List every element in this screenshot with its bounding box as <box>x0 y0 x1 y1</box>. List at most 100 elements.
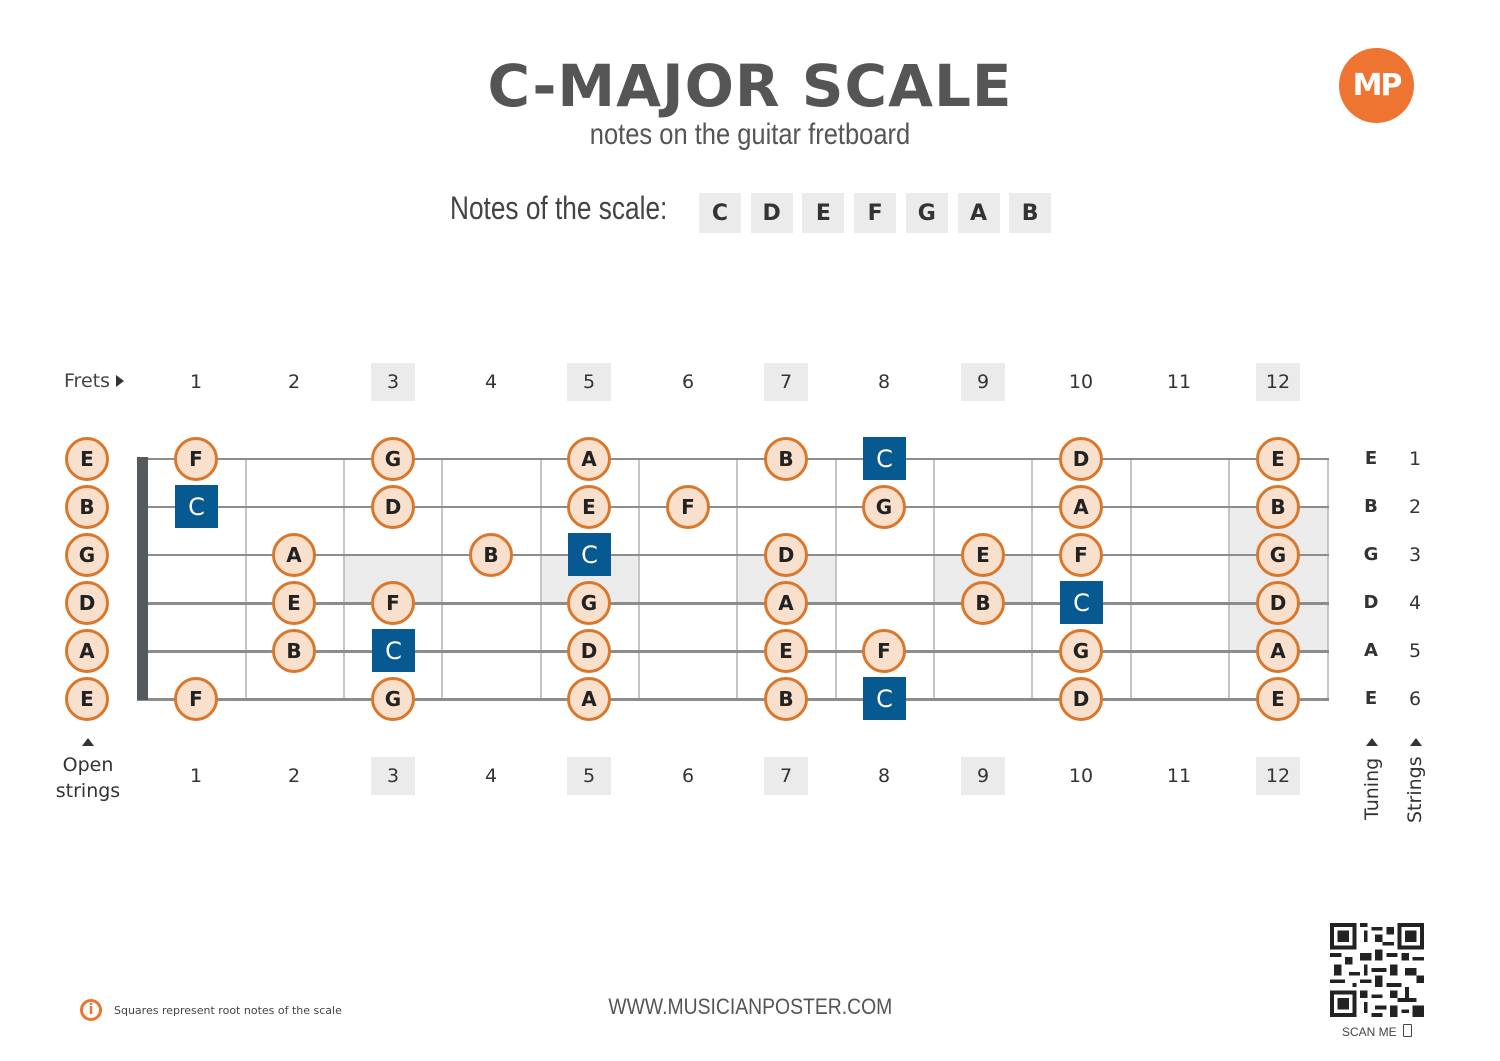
scale-note-circle[interactable]: E <box>567 485 611 529</box>
scale-note-chip: B <box>1009 193 1052 233</box>
scale-note-circle[interactable]: G <box>567 581 611 625</box>
scale-note-circle[interactable]: G <box>1059 629 1103 673</box>
scale-note-circle[interactable]: E <box>764 629 808 673</box>
string-number: 5 <box>1408 640 1422 662</box>
scale-note-circle[interactable]: E <box>1256 677 1300 721</box>
open-label-line2: strings <box>55 780 121 802</box>
scale-note-circle[interactable]: B <box>272 629 316 673</box>
scan-me-label: SCAN ME <box>1320 1024 1434 1039</box>
musicianposter-logo: MP <box>1339 48 1414 123</box>
fret-number-8: 8 <box>877 765 891 787</box>
root-note-square[interactable]: C <box>863 437 906 480</box>
tuning-note: E <box>1364 688 1378 709</box>
fret-number-10: 10 <box>1068 371 1094 393</box>
open-string-note[interactable]: B <box>65 485 109 529</box>
arrow-up-icon <box>1366 738 1378 746</box>
scale-note-circle[interactable]: F <box>174 437 218 481</box>
scale-note-chip: E <box>802 193 845 233</box>
scale-note-circle[interactable]: E <box>961 533 1005 577</box>
root-note-square[interactable]: C <box>1060 581 1103 624</box>
scale-note-circle[interactable]: G <box>371 437 415 481</box>
string-number: 2 <box>1408 496 1422 518</box>
website-link[interactable]: WWW.MUSICIANPOSTER.COM <box>0 994 1500 1020</box>
scale-note-circle[interactable]: A <box>764 581 808 625</box>
root-note-square[interactable]: C <box>372 629 415 672</box>
scale-note-circle[interactable]: G <box>862 485 906 529</box>
scale-note-chip: F <box>854 193 897 233</box>
string-line-2 <box>137 506 1329 508</box>
arrow-up-icon <box>82 738 94 746</box>
fret-number-11: 11 <box>1166 765 1192 787</box>
fret-wire-10 <box>1130 458 1132 700</box>
scale-note-circle[interactable]: E <box>272 581 316 625</box>
fret-wire-7 <box>835 458 837 700</box>
open-string-note[interactable]: E <box>65 437 109 481</box>
fret-number-11: 11 <box>1166 371 1192 393</box>
scale-note-circle[interactable]: B <box>764 677 808 721</box>
tuning-note: B <box>1364 496 1378 517</box>
scale-note-circle[interactable]: F <box>371 581 415 625</box>
fret-number-4: 4 <box>484 371 498 393</box>
fret-number-12: 12 <box>1256 363 1300 401</box>
fret-wire-11 <box>1228 458 1230 700</box>
info-icon: i <box>80 999 102 1021</box>
scale-note-circle[interactable]: D <box>764 533 808 577</box>
scale-note-circle[interactable]: A <box>567 677 611 721</box>
scale-note-circle[interactable]: F <box>666 485 710 529</box>
scale-note-circle[interactable]: A <box>272 533 316 577</box>
root-note-square[interactable]: C <box>863 677 906 720</box>
scale-note-chip: C <box>699 193 741 233</box>
scale-note-circle[interactable]: A <box>1059 485 1103 529</box>
scale-note-circle[interactable]: F <box>174 677 218 721</box>
website-text[interactable]: WWW.MUSICIANPOSTER.COM <box>608 994 892 1019</box>
fret-number-6: 6 <box>681 371 695 393</box>
tuning-note: D <box>1363 592 1379 613</box>
scale-note-circle[interactable]: B <box>469 533 513 577</box>
fret-number-8: 8 <box>877 371 891 393</box>
fret-wire-9 <box>1031 458 1033 700</box>
fret-number-2: 2 <box>287 765 301 787</box>
scale-note-circle[interactable]: F <box>1059 533 1103 577</box>
fret-number-1: 1 <box>189 765 203 787</box>
tuning-note: A <box>1364 640 1378 661</box>
fret-wire-5 <box>638 458 640 700</box>
scale-note-circle[interactable]: A <box>567 437 611 481</box>
string-line-3 <box>137 554 1329 556</box>
open-string-note[interactable]: A <box>65 629 109 673</box>
scale-note-circle[interactable]: D <box>567 629 611 673</box>
scale-note-circle[interactable]: D <box>371 485 415 529</box>
open-string-note[interactable]: G <box>65 533 109 577</box>
scale-note-circle[interactable]: D <box>1059 677 1103 721</box>
scale-note-circle[interactable]: B <box>961 581 1005 625</box>
qr-code[interactable] <box>1330 923 1424 1017</box>
fret-number-3: 3 <box>371 757 415 795</box>
scale-note-circle[interactable]: B <box>764 437 808 481</box>
info-note: i Squares represent root notes of the sc… <box>80 999 342 1021</box>
scale-note-circle[interactable]: E <box>1256 437 1300 481</box>
root-note-square[interactable]: C <box>568 533 611 576</box>
fret-number-5: 5 <box>567 363 611 401</box>
open-strings-label: Open strings <box>50 752 126 804</box>
fret-wire-1 <box>245 458 247 700</box>
scale-note-circle[interactable]: F <box>862 629 906 673</box>
fret-number-3: 3 <box>371 363 415 401</box>
scale-note-circle[interactable]: D <box>1256 581 1300 625</box>
scale-note-circle[interactable]: G <box>371 677 415 721</box>
fret-wire-12 <box>1327 458 1329 700</box>
scale-notes-label: Notes of the scale: <box>450 190 668 226</box>
fret-wire-3 <box>441 458 443 700</box>
tuning-note: G <box>1363 544 1379 565</box>
scale-note-circle[interactable]: B <box>1256 485 1300 529</box>
scale-note-circle[interactable]: D <box>1059 437 1103 481</box>
fret-number-7: 7 <box>764 757 808 795</box>
frets-label: Frets <box>64 370 124 392</box>
root-note-square[interactable]: C <box>175 485 218 528</box>
open-string-note[interactable]: D <box>65 581 109 625</box>
fret-number-5: 5 <box>567 757 611 795</box>
fret-number-9: 9 <box>961 757 1005 795</box>
fret-wire-4 <box>540 458 542 700</box>
open-string-note[interactable]: E <box>65 677 109 721</box>
string-line-1 <box>137 458 1329 460</box>
scale-note-circle[interactable]: G <box>1256 533 1300 577</box>
scale-note-circle[interactable]: A <box>1256 629 1300 673</box>
